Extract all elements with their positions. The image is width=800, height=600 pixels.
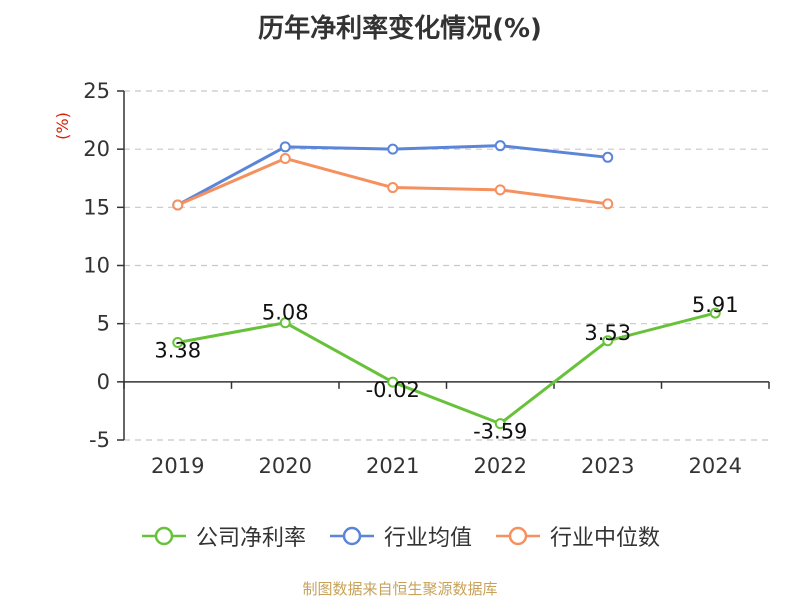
x-tick-label: 2020	[259, 454, 312, 478]
y-tick-label: 15	[83, 195, 110, 219]
data-source-note: 制图数据来自恒生聚源数据库	[302, 580, 498, 598]
legend-median-marker-icon	[496, 526, 540, 546]
legend-avg-label: 行业均值	[383, 526, 472, 551]
data-point-2	[387, 182, 399, 194]
x-tick-label: 2022	[474, 454, 527, 478]
data-label: -0.02	[366, 378, 420, 402]
chart-title: 历年净利率变化情况(%)	[258, 14, 542, 44]
legend-company-marker-icon	[141, 526, 186, 546]
data-label: -3.59	[473, 420, 527, 444]
data-point-1	[279, 141, 291, 153]
legend-company-label: 公司净利率	[195, 526, 306, 551]
data-point-0	[172, 337, 184, 349]
legend: 公司净利率 行业均值 行业中位数	[0, 520, 800, 552]
x-tick-label: 2021	[366, 454, 419, 478]
data-point-2	[172, 199, 184, 211]
data-label: 3.38	[154, 339, 201, 363]
data-point-0	[494, 418, 506, 430]
data-point-2	[279, 152, 291, 164]
y-tick-label: -5	[89, 428, 110, 452]
y-tick-label: 5	[97, 312, 110, 336]
legend-item-company[interactable]: 公司净利率	[140, 520, 306, 552]
data-label: 5.91	[692, 293, 739, 317]
series-line-2	[177, 156, 608, 207]
legend-median-label: 行业中位数	[550, 526, 661, 551]
legend-item-industry-avg[interactable]: 行业均值	[328, 520, 472, 552]
data-point-0	[387, 376, 399, 388]
data-point-1	[494, 140, 506, 152]
data-point-1	[602, 151, 614, 163]
data-point-0	[709, 307, 721, 319]
data-label: 3.53	[584, 321, 631, 345]
data-point-0	[279, 317, 291, 329]
y-axis-unit-label: (%)	[53, 112, 72, 140]
series-line-0	[177, 311, 716, 426]
y-tick-label: 25	[83, 79, 110, 103]
legend-item-industry-median[interactable]: 行业中位数	[494, 520, 660, 552]
data-label: 5.08	[262, 301, 309, 325]
y-tick-label: 20	[83, 137, 110, 161]
x-tick-label: 2023	[581, 454, 634, 478]
data-point-1	[387, 143, 399, 155]
data-point-2	[602, 198, 614, 210]
legend-avg-marker-icon	[329, 526, 374, 546]
data-point-2	[494, 184, 506, 196]
data-point-0	[602, 335, 614, 347]
y-tick-label: 0	[97, 370, 110, 394]
y-tick-label: 10	[83, 254, 110, 278]
x-tick-label: 2019	[151, 454, 204, 478]
x-tick-label: 2024	[689, 454, 742, 478]
